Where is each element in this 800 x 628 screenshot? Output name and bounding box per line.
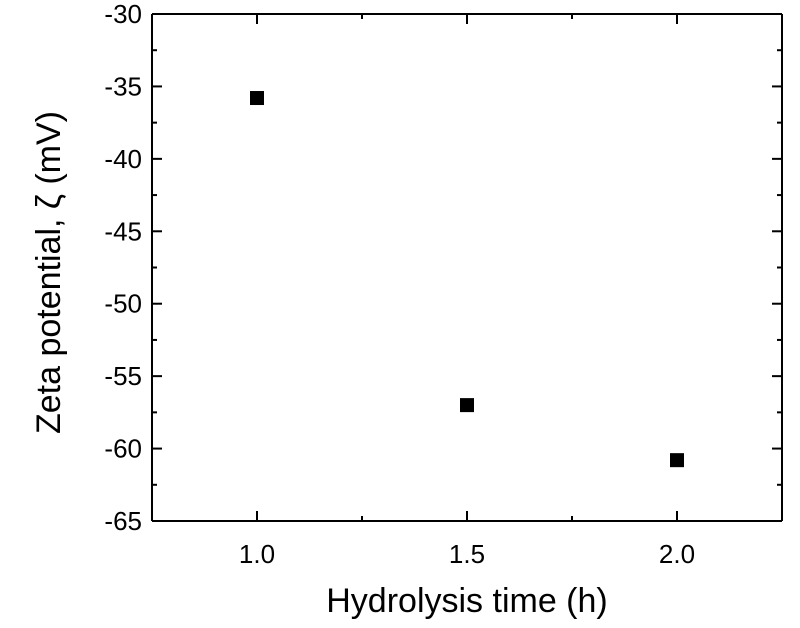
data-point — [670, 453, 684, 468]
x-tick-label: 1.5 — [449, 539, 485, 569]
data-point — [460, 398, 474, 413]
x-axis-ticks: 1.0 1.5 2.0 — [151, 14, 783, 569]
x-tick-label: 1.0 — [239, 539, 275, 569]
y-tick-label: -65 — [104, 506, 142, 536]
y-tick-label: -50 — [104, 289, 142, 319]
y-tick-label: -45 — [104, 216, 142, 246]
y-axis-title: Zeta potential, ζ (mV) — [30, 111, 68, 434]
y-axis-ticks: -30 -35 -40 -45 -50 -55 -60 -65 — [104, 0, 782, 536]
x-axis-title: Hydrolysis time (h) — [326, 582, 607, 620]
y-tick-label: -55 — [104, 361, 142, 391]
y-tick-label: -40 — [104, 144, 142, 174]
y-tick-label: -30 — [104, 0, 142, 29]
data-point — [250, 91, 264, 106]
plot-frame — [151, 13, 783, 522]
data-points — [250, 91, 684, 468]
x-tick-label: 2.0 — [659, 539, 695, 569]
y-tick-label: -60 — [104, 434, 142, 464]
y-tick-label: -35 — [104, 71, 142, 101]
